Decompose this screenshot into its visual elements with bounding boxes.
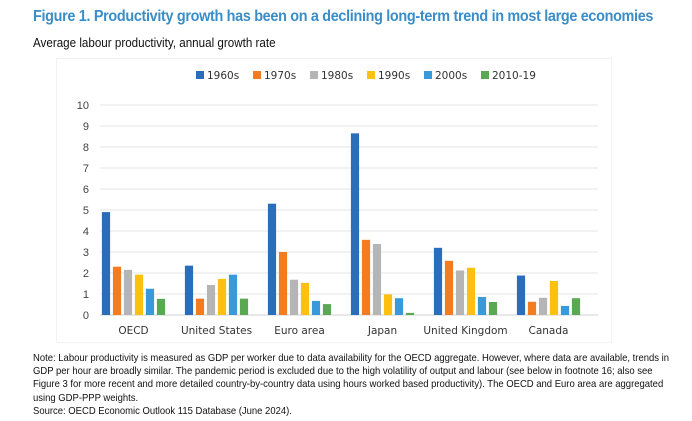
legend-label: 1970s	[264, 70, 296, 82]
y-tick-label: 2	[83, 268, 89, 280]
legend-swatch-2000s	[424, 71, 432, 79]
bar-2010-19-canada	[571, 298, 581, 315]
legend-label: 1990s	[378, 70, 410, 82]
bar-1980s-japan	[372, 244, 382, 315]
legend-swatch-2010-19	[481, 71, 489, 79]
chart-frame	[56, 58, 612, 343]
y-tick-label: 7	[83, 163, 89, 175]
legend-swatch-1970s	[253, 71, 261, 79]
bar-1990s-japan	[383, 294, 393, 315]
bars	[101, 133, 581, 315]
y-tick-label: 0	[83, 310, 89, 322]
y-tick-label: 9	[83, 121, 89, 133]
bar-1990s-euro-area	[300, 282, 310, 315]
bar-1980s-euro-area	[289, 279, 299, 315]
bar-2010-19-oecd	[156, 298, 166, 315]
y-tick-label: 1	[83, 289, 89, 301]
bar-1980s-united-kingdom	[455, 270, 465, 315]
bar-1970s-oecd	[112, 266, 122, 315]
bar-1980s-canada	[538, 297, 548, 315]
bar-2010-19-euro-area	[322, 304, 332, 315]
bar-1970s-euro-area	[278, 252, 288, 315]
bar-2010-19-united-states	[239, 298, 249, 315]
bar-1990s-united-states	[217, 278, 227, 315]
bar-2010-19-japan	[405, 312, 415, 315]
y-tick-label: 5	[83, 205, 89, 217]
bar-1960s-japan	[350, 133, 360, 315]
bar-1980s-oecd	[123, 269, 133, 315]
bar-1960s-oecd	[101, 212, 111, 315]
bar-1990s-united-kingdom	[466, 267, 476, 315]
bar-1970s-canada	[527, 301, 537, 315]
note-text: Note: Labour productivity is measured as…	[33, 353, 670, 404]
x-category-label: United Kingdom	[423, 325, 507, 337]
bar-1970s-united-kingdom	[444, 260, 454, 315]
x-category-label: United States	[181, 325, 252, 337]
bar-1960s-euro-area	[267, 203, 277, 315]
bar-1960s-united-kingdom	[433, 247, 443, 315]
bar-2000s-euro-area	[311, 300, 321, 315]
legend: 1960s 1970s 1980s 1990s 2000s 2010-19	[196, 70, 536, 82]
bar-1970s-united-states	[195, 298, 205, 315]
figure-title: Figure 1. Productivity growth has been o…	[33, 8, 654, 25]
figure-subtitle: Average labour productivity, annual grow…	[33, 36, 276, 50]
x-category-label: Japan	[367, 325, 397, 337]
bar-2000s-united-states	[228, 274, 238, 315]
bar-2000s-oecd	[145, 288, 155, 315]
bar-1960s-united-states	[184, 265, 194, 315]
y-axis-ticks: 0 1 2 3 4 5 6 7 8 9 10	[77, 100, 89, 322]
bar-2000s-united-kingdom	[477, 296, 487, 315]
bar-2000s-japan	[394, 298, 404, 315]
legend-label: 1960s	[207, 70, 239, 82]
y-tick-label: 3	[83, 247, 89, 259]
legend-swatch-1990s	[367, 71, 375, 79]
y-tick-label: 6	[83, 184, 89, 196]
figure-notes: Note: Labour productivity is measured as…	[33, 352, 675, 418]
y-tick-label: 8	[83, 142, 89, 154]
legend-label: 2010-19	[492, 70, 536, 82]
legend-swatch-1980s	[310, 71, 318, 79]
x-axis-labels: OECD United States Euro area Japan United Ki…	[118, 325, 568, 337]
bar-1990s-oecd	[134, 274, 144, 315]
bar-1960s-canada	[516, 275, 526, 315]
bar-1990s-canada	[549, 280, 559, 315]
legend-label: 2000s	[435, 70, 467, 82]
x-category-label: Euro area	[274, 325, 325, 337]
x-category-label: Canada	[529, 325, 569, 337]
bar-2010-19-united-kingdom	[488, 301, 498, 315]
y-tick-label: 4	[83, 226, 89, 238]
source-text: Source: OECD Economic Outlook 115 Databa…	[33, 405, 292, 417]
bar-1980s-united-states	[206, 284, 216, 315]
y-tick-label: 10	[77, 100, 89, 112]
legend-label: 1980s	[321, 70, 353, 82]
bar-1970s-japan	[361, 239, 371, 315]
x-category-label: OECD	[118, 325, 148, 337]
bar-2000s-canada	[560, 305, 570, 315]
legend-swatch-1960s	[196, 71, 204, 79]
gridlines	[100, 104, 598, 316]
